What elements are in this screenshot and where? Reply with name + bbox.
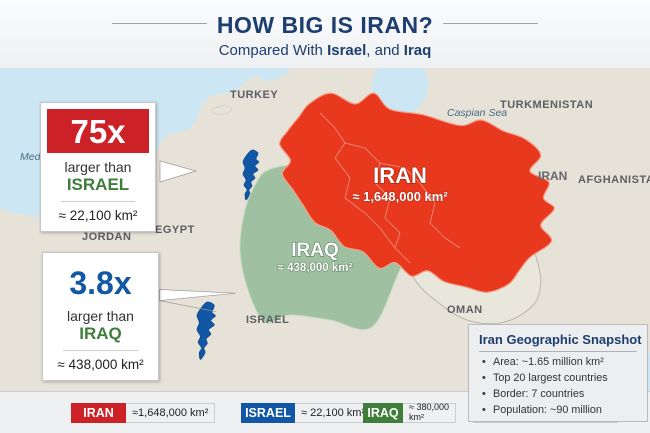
svg-text:JORDAN: JORDAN (82, 231, 131, 243)
svg-text:≈ 438,000 km²: ≈ 438,000 km² (278, 262, 353, 274)
svg-text:ISRAEL: ISRAEL (246, 314, 289, 326)
svg-text:IRAN: IRAN (373, 163, 427, 188)
svg-text:Caspian Sea: Caspian Sea (447, 107, 507, 119)
svg-text:IRAN: IRAN (538, 169, 567, 183)
svg-text:IRAQ: IRAQ (291, 240, 339, 261)
svg-text:OMAN: OMAN (447, 304, 483, 316)
svg-text:AFGHANISTAN: AFGHANISTAN (578, 174, 650, 186)
svg-text:TURKMENISTAN: TURKMENISTAN (500, 99, 593, 111)
svg-text:TURKEY: TURKEY (230, 89, 278, 101)
svg-text:≈ 1,648,000 km²: ≈ 1,648,000 km² (352, 189, 448, 204)
svg-text:EGYPT: EGYPT (155, 224, 195, 236)
